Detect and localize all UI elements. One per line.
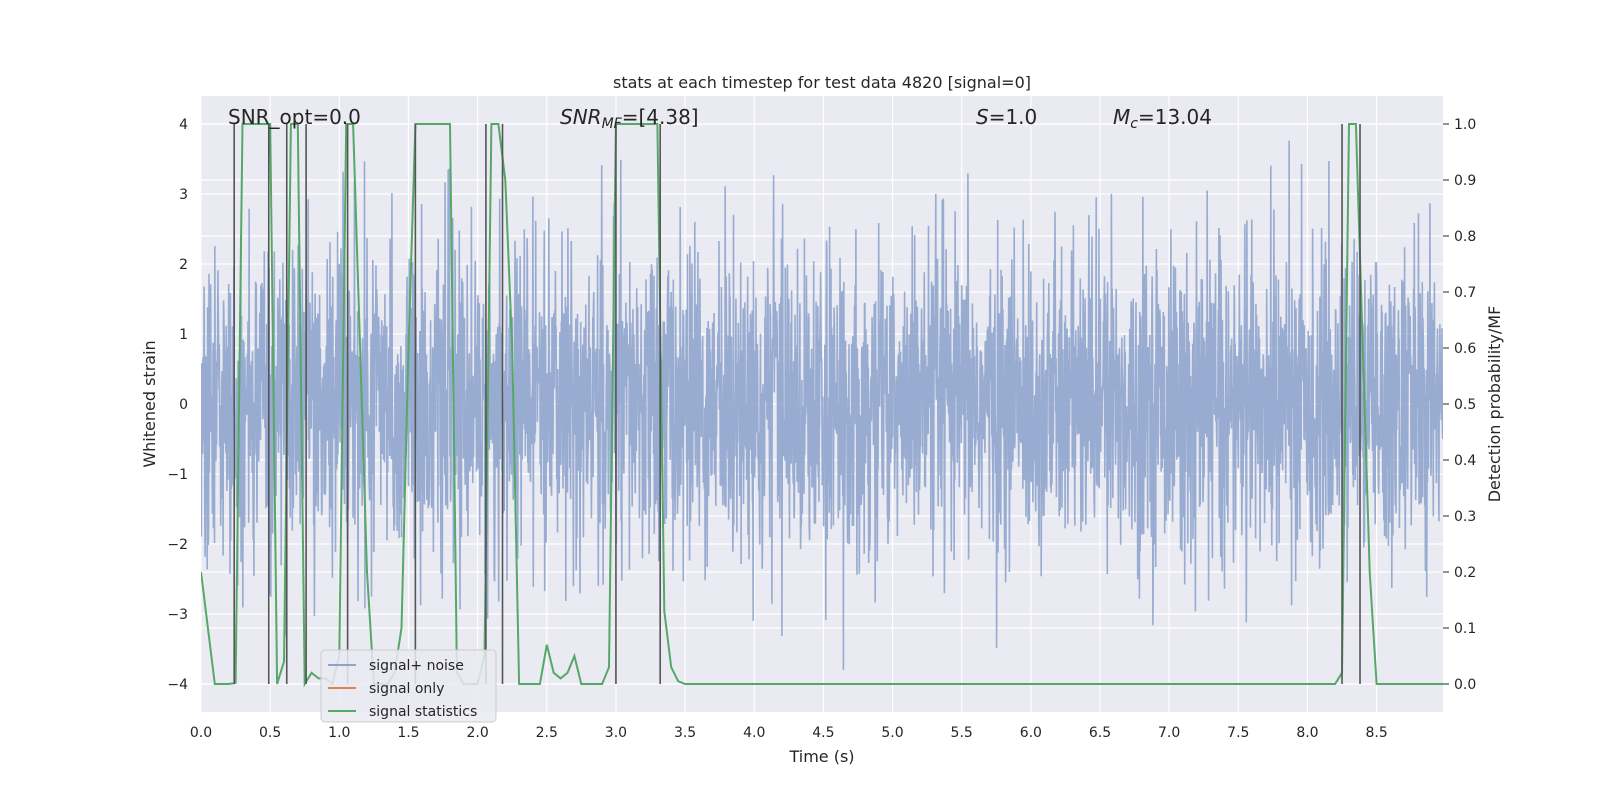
y-tick-label: −1 [167, 467, 188, 483]
x-tick-label: 2.0 [466, 725, 488, 741]
y-tick-label: 2 [179, 257, 188, 273]
y2-tick-label: 1.0 [1454, 117, 1476, 133]
x-tick-label: 1.0 [328, 725, 350, 741]
y2-tick-label: 0.1 [1454, 621, 1476, 637]
x-tick-label: 3.0 [605, 725, 627, 741]
x-tick-label: 0.5 [259, 725, 281, 741]
legend: signal+ noise signal only signal statistic… [320, 649, 497, 723]
y2-tick-label: 0.0 [1454, 677, 1476, 693]
annotation-mc: Mc=13.04 [1113, 105, 1212, 132]
y-tick-label: 1 [179, 327, 188, 343]
x-tick-label: 6.0 [1020, 725, 1042, 741]
x-tick-label: 5.5 [951, 725, 973, 741]
legend-label: signal only [369, 681, 444, 697]
annotation-s: S=1.0 [976, 105, 1037, 129]
y-tick-label: 0 [179, 397, 188, 413]
y-tick-label: −4 [167, 677, 188, 693]
y2-tick-label: 0.4 [1454, 453, 1476, 469]
x-tick-label: 7.5 [1227, 725, 1249, 741]
annotations: SNR_opt=0.0 SNRMF=[4.38] S=1.0 Mc=13.04 [228, 105, 1212, 132]
y2-axis-label: Detection probability/MF [1485, 306, 1504, 503]
y-tick-label: −2 [167, 537, 188, 553]
y2-tick-label: 0.3 [1454, 509, 1476, 525]
y2-tick-label: 0.7 [1454, 285, 1476, 301]
x-tick-label: 4.5 [812, 725, 834, 741]
detection-lines [233, 124, 1361, 684]
annotation-snr-opt: SNR_opt=0.0 [228, 105, 361, 129]
y2-tick-label: 0.8 [1454, 229, 1476, 245]
x-tick-label: 0.0 [190, 725, 212, 741]
y2-tick-label: 0.6 [1454, 341, 1476, 357]
x-tick-label: 6.5 [1089, 725, 1111, 741]
x-tick-label: 1.5 [397, 725, 419, 741]
x-axis-label: Time (s) [788, 747, 854, 766]
legend-box [320, 649, 497, 723]
x-axis-ticks: 0.0 0.5 1.0 1.5 2.0 2.5 3.0 3.5 4.0 4.5 5.0 5.5 6.0 6… [190, 725, 1388, 741]
chart-title: stats at each timestep for test data 482… [613, 73, 1031, 92]
x-tick-label: 8.5 [1365, 725, 1387, 741]
x-tick-label: 2.5 [536, 725, 558, 741]
y2-tick-label: 0.9 [1454, 173, 1476, 189]
y2-axis-ticks: 1.0 0.9 0.8 0.7 0.6 0.5 0.4 0.3 0.2 0.1 0.0 [1443, 117, 1476, 693]
x-tick-label: 4.0 [743, 725, 765, 741]
y2-tick-label: 0.2 [1454, 565, 1476, 581]
x-tick-label: 8.0 [1296, 725, 1318, 741]
x-tick-label: 5.0 [881, 725, 903, 741]
y-axis-ticks: 4 3 2 1 0 −1 −2 −3 −4 [167, 117, 188, 693]
y2-tick-label: 0.5 [1454, 397, 1476, 413]
x-tick-label: 7.0 [1158, 725, 1180, 741]
legend-label: signal statistics [369, 704, 477, 720]
annotation-snr-mf: SNRMF=[4.38] [560, 105, 699, 132]
y-tick-label: −3 [167, 607, 188, 623]
legend-label: signal+ noise [369, 658, 464, 674]
x-tick-label: 3.5 [674, 725, 696, 741]
y-tick-label: 3 [179, 187, 188, 203]
y-axis-label: Whitened strain [140, 340, 159, 467]
y-tick-label: 4 [179, 117, 188, 133]
